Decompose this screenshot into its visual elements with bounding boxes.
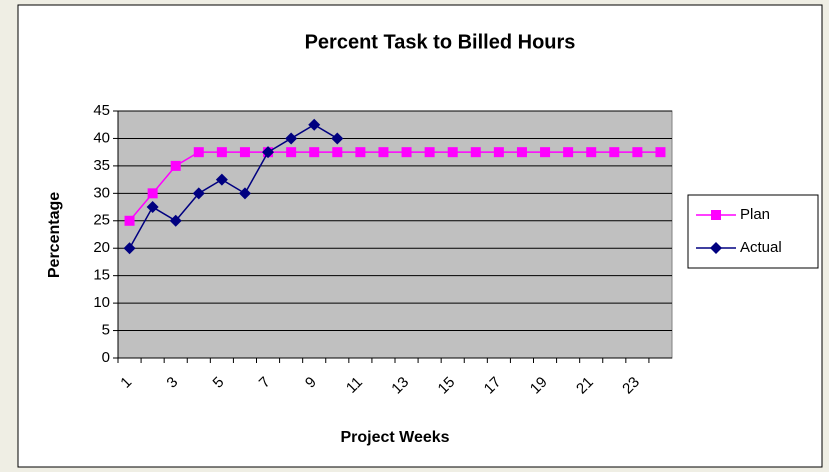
y-tick-label: 35 <box>93 157 110 174</box>
marker <box>216 147 227 158</box>
y-axis-title: Percentage <box>46 192 63 278</box>
marker <box>710 242 722 254</box>
marker <box>239 147 250 158</box>
marker <box>285 132 298 145</box>
marker <box>447 147 458 158</box>
y-tick-label: 20 <box>93 239 110 256</box>
marker <box>470 147 481 158</box>
marker <box>124 215 135 226</box>
marker <box>331 132 344 145</box>
marker <box>147 188 158 199</box>
marker <box>262 146 275 159</box>
legend <box>687 194 819 269</box>
x-axis-title: Project Weeks <box>340 429 449 446</box>
marker <box>711 210 721 220</box>
y-tick-label: 0 <box>102 349 110 366</box>
marker <box>516 147 527 158</box>
y-tick-label: 15 <box>93 267 110 284</box>
marker <box>332 147 343 158</box>
marker <box>238 187 251 200</box>
marker <box>193 147 204 158</box>
y-tick-label: 5 <box>102 322 110 339</box>
chart-title: Percent Task to Billed Hours <box>305 31 576 53</box>
legend-label: Actual <box>740 239 782 256</box>
y-tick-label: 45 <box>93 102 110 119</box>
marker <box>170 160 181 171</box>
marker <box>215 173 228 186</box>
marker <box>308 118 321 131</box>
marker <box>424 147 435 158</box>
marker <box>146 201 159 214</box>
marker <box>169 214 182 227</box>
y-tick-label: 30 <box>93 184 110 201</box>
marker <box>655 147 666 158</box>
marker <box>609 147 620 158</box>
marker <box>632 147 643 158</box>
marker <box>355 147 366 158</box>
marker <box>192 187 205 200</box>
marker <box>309 147 320 158</box>
marker <box>493 147 504 158</box>
marker <box>563 147 574 158</box>
marker <box>401 147 412 158</box>
series-line <box>128 123 338 249</box>
marker <box>123 242 136 255</box>
y-tick-label: 40 <box>93 129 110 146</box>
marker <box>586 147 597 158</box>
marker <box>286 147 297 158</box>
marker <box>540 147 551 158</box>
y-tick-label: 10 <box>93 294 110 311</box>
marker <box>378 147 389 158</box>
legend-label: Plan <box>740 206 770 223</box>
y-tick-label: 25 <box>93 212 110 229</box>
